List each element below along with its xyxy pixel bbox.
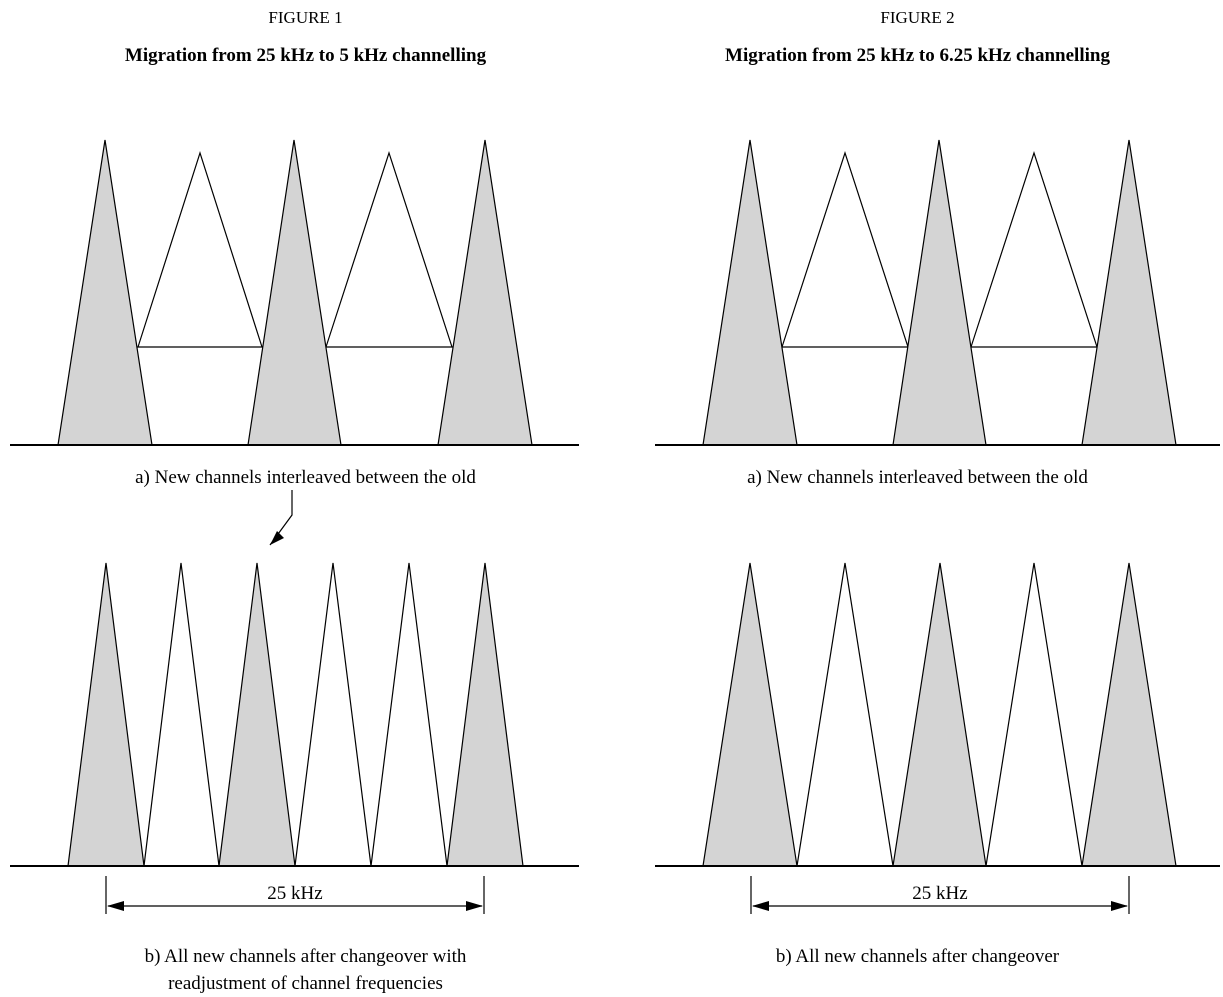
new-channel-white: [796, 562, 894, 867]
old-channel-shaded: [702, 139, 798, 446]
dimension-line: [105, 876, 485, 914]
figure-2: FIGURE 2 Migration from 25 kHz to 6.25 k…: [612, 0, 1223, 993]
caption-b-line-2: readjustment of channel frequencies: [168, 973, 443, 994]
caption-b: b) All new channels after changeover: [612, 943, 1223, 970]
dimension-line: [750, 876, 1130, 914]
figure-1: FIGURE 1 Migration from 25 kHz to 5 kHz …: [0, 0, 611, 994]
panel-a: [10, 139, 579, 446]
new-channel-white: [325, 151, 453, 348]
figure-1-diagram: [10, 139, 579, 914]
old-channel-shaded: [57, 139, 153, 446]
old-channel-shaded: [437, 139, 533, 446]
old-channel-shaded: [218, 562, 296, 867]
old-channel-shaded: [67, 562, 145, 867]
new-channel-white: [143, 562, 220, 867]
figure-title: Migration from 25 kHz to 6.25 kHz channe…: [725, 45, 1110, 66]
panel-b: [655, 562, 1220, 867]
old-channel-shaded: [247, 139, 342, 446]
caption-a: a) New channels interleaved between the …: [747, 467, 1088, 488]
old-channel-shaded: [1081, 562, 1177, 867]
old-channel-shaded: [702, 562, 798, 867]
new-channel-white: [985, 562, 1083, 867]
old-channel-shaded: [1081, 139, 1177, 446]
figure-number: FIGURE 2: [880, 8, 955, 27]
dimension-label: 25 kHz: [912, 883, 968, 904]
new-channel-white: [370, 562, 448, 867]
panel-a: [655, 139, 1220, 446]
new-channel-white: [137, 151, 263, 348]
dimension-label: 25 kHz: [267, 883, 323, 904]
figure-number: FIGURE 1: [268, 8, 343, 27]
figure-2-diagram: [655, 139, 1220, 914]
caption-b: b) All new channels after changeover wit…: [0, 943, 611, 997]
caption-b-line-1: b) All new channels after changeover wit…: [144, 946, 467, 967]
old-channel-shaded: [892, 562, 987, 867]
new-channel-white: [781, 151, 909, 348]
figure-title: Migration from 25 kHz to 5 kHz channelli…: [124, 45, 487, 66]
new-channel-white: [970, 151, 1098, 348]
panel-b: [10, 562, 579, 867]
new-channel-white: [294, 562, 372, 867]
old-channel-shaded: [446, 562, 524, 867]
old-channel-shaded: [892, 139, 987, 446]
caption-a: a) New channels interleaved between the …: [135, 467, 476, 488]
caption-b-line-1: b) All new channels after changeover: [775, 946, 1060, 967]
pointer-arrow: [269, 490, 293, 546]
